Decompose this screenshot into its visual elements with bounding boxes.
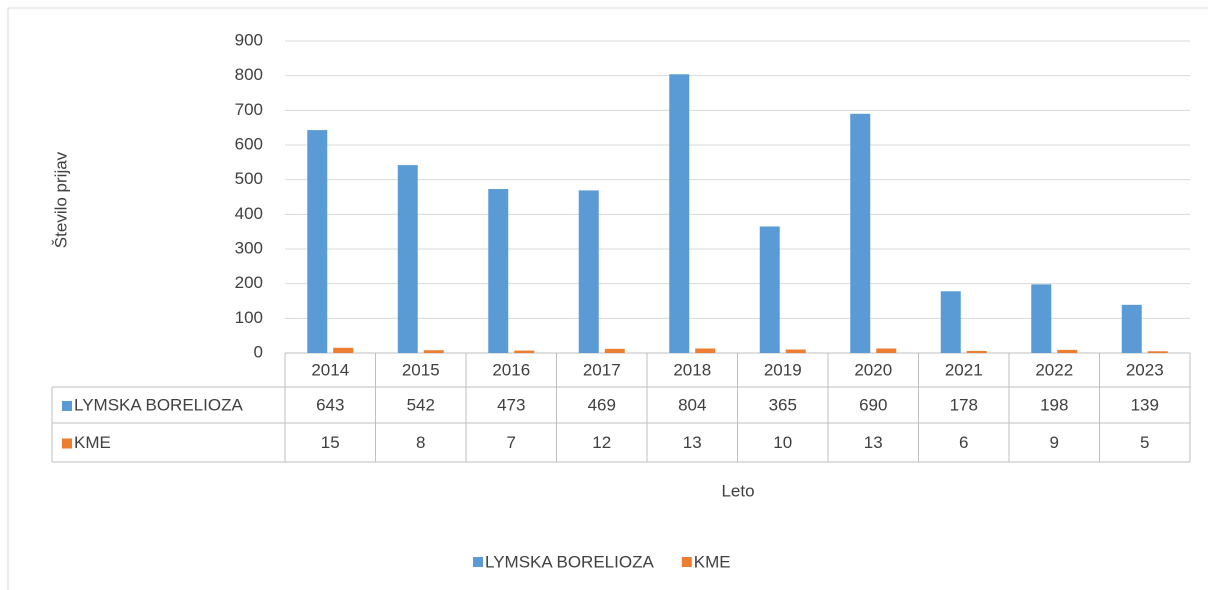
bar — [759, 226, 780, 353]
table-value: 8 — [416, 433, 425, 452]
bar — [397, 165, 418, 353]
bar — [940, 291, 961, 353]
x-tick-label: 2020 — [854, 360, 892, 379]
table-value: 365 — [769, 395, 797, 414]
bar — [604, 348, 625, 353]
table-value: 139 — [1131, 395, 1159, 414]
table-value: 198 — [1040, 395, 1068, 414]
y-tick-label: 300 — [235, 238, 263, 257]
y-tick-label: 600 — [235, 134, 263, 153]
table-value: 12 — [592, 433, 611, 452]
y-tick-label: 0 — [254, 342, 263, 361]
y-tick-label: 500 — [235, 169, 263, 188]
bar — [488, 189, 509, 353]
table-value: 804 — [678, 395, 706, 414]
y-tick-label: 100 — [235, 308, 263, 327]
bar — [695, 348, 716, 353]
table-value: 473 — [497, 395, 525, 414]
bar — [876, 348, 897, 353]
x-tick-label: 2016 — [492, 360, 530, 379]
bar — [423, 350, 444, 353]
x-tick-label: 2014 — [311, 360, 349, 379]
table-value: 5 — [1140, 433, 1149, 452]
table-series-name: LYMSKA BORELIOZA — [74, 395, 243, 414]
table-value: 469 — [588, 395, 616, 414]
x-tick-label: 2021 — [945, 360, 983, 379]
y-tick-label: 800 — [235, 65, 263, 84]
table-value: 13 — [683, 433, 702, 452]
y-axis-label: Število prijav — [51, 151, 70, 248]
legend-swatch — [62, 401, 72, 411]
legend-swatch — [681, 557, 692, 567]
bar — [785, 349, 806, 353]
table-series-name: KME — [74, 433, 111, 452]
x-tick-label: 2023 — [1126, 360, 1164, 379]
x-axis-label: Leto — [721, 481, 754, 500]
y-tick-label: 400 — [235, 204, 263, 223]
bar — [333, 347, 354, 353]
bar — [307, 130, 328, 353]
bar — [1147, 351, 1168, 353]
bar — [578, 190, 599, 353]
table-value: 542 — [407, 395, 435, 414]
table-value: 6 — [959, 433, 968, 452]
bar — [1121, 304, 1142, 353]
x-tick-label: 2015 — [402, 360, 440, 379]
table-value: 10 — [773, 433, 792, 452]
table-value: 13 — [864, 433, 883, 452]
x-tick-label: 2022 — [1035, 360, 1073, 379]
legend-swatch — [62, 438, 72, 449]
y-tick-label: 900 — [235, 30, 263, 49]
bar — [850, 113, 871, 353]
legend-label: KME — [694, 552, 731, 571]
y-tick-label: 700 — [235, 100, 263, 119]
x-tick-label: 2017 — [583, 360, 621, 379]
table-value: 9 — [1050, 433, 1059, 452]
bar — [514, 350, 535, 353]
bar — [1057, 349, 1078, 353]
bar — [669, 74, 690, 353]
table-value: 643 — [316, 395, 344, 414]
table-value: 178 — [950, 395, 978, 414]
x-tick-label: 2019 — [764, 360, 802, 379]
table-value: 15 — [321, 433, 340, 452]
table-value: 7 — [507, 433, 516, 452]
legend-swatch — [473, 557, 483, 567]
legend-label: LYMSKA BORELIOZA — [485, 552, 654, 571]
table-value: 690 — [859, 395, 887, 414]
y-tick-label: 200 — [235, 273, 263, 292]
bar — [1031, 284, 1052, 353]
x-tick-label: 2018 — [673, 360, 711, 379]
bar — [966, 350, 987, 353]
